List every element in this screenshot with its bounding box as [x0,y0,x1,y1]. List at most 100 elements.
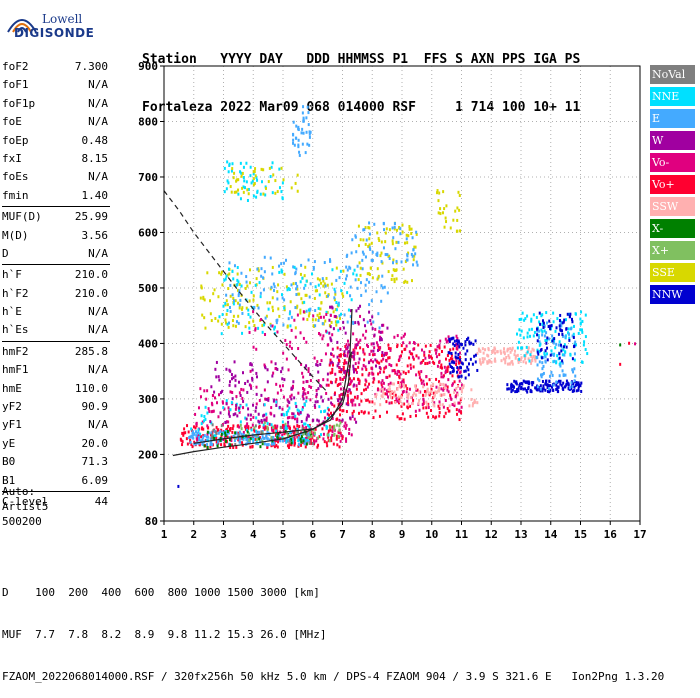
echo-point [353,268,356,272]
echo-point [274,191,277,195]
echo-point [396,415,399,419]
echo-point [359,281,362,285]
echo-point [273,414,276,418]
echo-point [544,349,547,353]
echo-point [320,359,323,363]
echo-point [459,410,462,414]
echo-point [237,192,240,196]
echo-point [329,325,332,329]
echo-point [307,111,310,115]
echo-point [227,321,230,325]
echo-point [319,333,322,337]
echo-point [235,395,238,399]
echo-point [568,314,571,318]
echo-point [546,321,549,325]
echo-point [245,436,248,440]
parameter-label: h`Es [2,323,29,337]
echo-point [449,226,452,230]
echo-point [241,437,244,441]
echo-point [460,396,463,400]
echo-point [434,390,437,394]
echo-point [234,431,237,435]
echo-point [402,370,405,374]
echo-point [197,406,200,410]
echo-point [382,222,385,226]
echo-point [399,399,402,403]
echo-point [262,288,265,292]
echo-point [549,327,552,331]
echo-point [395,277,398,281]
echo-point [364,336,367,340]
echo-point [249,413,252,417]
echo-point [558,379,561,383]
echo-point [246,430,249,434]
echo-point [292,380,295,384]
echo-point [246,198,249,202]
echo-point [298,150,301,154]
echo-point [543,324,546,328]
echo-point [357,365,360,369]
echo-point [531,356,534,360]
echo-point [410,279,413,283]
echo-point [297,138,300,142]
echo-point [551,334,554,338]
echo-point [302,336,305,340]
echo-point [405,344,408,348]
echo-point [267,180,270,184]
echo-point [440,375,443,379]
echo-point [447,390,450,394]
echo-point [406,406,409,410]
echo-point [235,178,238,182]
echo-point [366,398,369,402]
echo-point [426,387,429,391]
echo-point [288,312,291,316]
echo-point [331,402,334,406]
echo-point [545,331,548,335]
echo-point [570,381,573,385]
echo-point [342,326,345,330]
echo-point [457,356,460,360]
echo-point [231,443,234,447]
parameter-value: 44 [94,494,108,508]
echo-point [288,443,291,447]
echo-point [389,348,392,352]
echo-point [305,116,308,120]
echo-point [326,283,329,287]
echo-point [375,359,378,363]
echo-point [476,351,479,355]
echo-point [249,174,252,178]
echo-point [270,437,273,441]
echo-point [292,120,295,124]
echo-point [261,420,264,424]
echo-point [364,383,367,387]
echo-point [287,317,290,321]
echo-point [401,230,404,234]
echo-point [409,366,412,370]
echo-point [363,410,366,414]
legend-entry: NNW [650,285,695,304]
echo-point [212,428,215,432]
echo-point [289,395,292,399]
echo-point [464,340,467,344]
echo-point [414,414,417,418]
echo-point [534,386,537,390]
echo-point [555,383,558,387]
echo-point [237,178,240,182]
echo-point [413,384,416,388]
echo-point [264,333,267,337]
echo-point [224,437,227,441]
echo-point [192,425,195,429]
echo-point [248,383,251,387]
echo-point [448,337,451,341]
echo-point [327,435,330,439]
echo-point [402,381,405,385]
echo-point [296,173,299,177]
echo-point [211,394,214,398]
x-tick-label: 16 [604,528,618,541]
echo-point [561,321,564,325]
echo-point [335,423,338,427]
echo-point [397,395,400,399]
echo-point [329,428,332,432]
echo-point [329,361,332,365]
echo-point [458,193,461,197]
